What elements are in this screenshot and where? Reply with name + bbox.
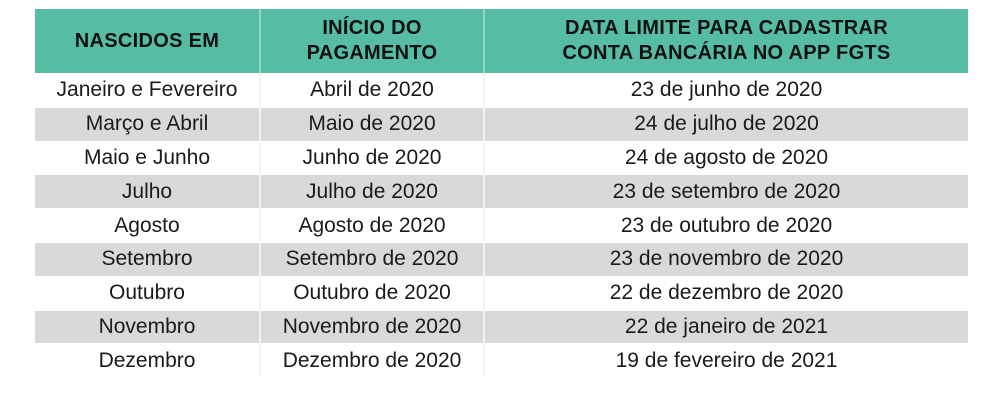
cell-nascidos: Julho: [35, 174, 261, 209]
cell-inicio: Outubro de 2020: [261, 275, 485, 310]
cell-inicio: Agosto de 2020: [261, 208, 485, 242]
header-row: NASCIDOS EM INÍCIO DO PAGAMENTO DATA LIM…: [35, 9, 968, 73]
table-row: Janeiro e Fevereiro Abril de 2020 23 de …: [35, 73, 968, 107]
cell-nascidos: Março e Abril: [35, 106, 261, 141]
table-row: Setembro Setembro de 2020 23 de novembro…: [35, 241, 968, 276]
cell-inicio: Dezembro de 2020: [261, 343, 485, 378]
cell-data-limite: 22 de janeiro de 2021: [485, 309, 968, 344]
cell-nascidos: Dezembro: [35, 343, 261, 378]
table-row: Março e Abril Maio de 2020 24 de julho d…: [35, 106, 968, 141]
cell-inicio: Maio de 2020: [261, 106, 485, 141]
cell-inicio: Setembro de 2020: [261, 241, 485, 276]
cell-nascidos: Janeiro e Fevereiro: [35, 73, 261, 107]
cell-data-limite: 23 de junho de 2020: [485, 73, 968, 107]
cell-data-limite: 24 de julho de 2020: [485, 106, 968, 141]
cell-inicio: Junho de 2020: [261, 140, 485, 175]
header-line: INÍCIO DO: [322, 17, 422, 39]
table-row: Maio e Junho Junho de 2020 24 de agosto …: [35, 140, 968, 175]
cell-inicio: Abril de 2020: [261, 73, 485, 107]
payment-schedule-table: NASCIDOS EM INÍCIO DO PAGAMENTO DATA LIM…: [35, 9, 968, 378]
table-header: NASCIDOS EM INÍCIO DO PAGAMENTO DATA LIM…: [35, 9, 968, 73]
cell-data-limite: 23 de novembro de 2020: [485, 241, 968, 276]
header-inicio-pagamento: INÍCIO DO PAGAMENTO: [261, 9, 485, 73]
cell-data-limite: 24 de agosto de 2020: [485, 140, 968, 175]
table-row: Outubro Outubro de 2020 22 de dezembro d…: [35, 275, 968, 310]
cell-nascidos: Novembro: [35, 309, 261, 344]
table-row: Novembro Novembro de 2020 22 de janeiro …: [35, 309, 968, 344]
cell-nascidos: Maio e Junho: [35, 140, 261, 175]
table-row: Julho Julho de 2020 23 de setembro de 20…: [35, 174, 968, 209]
cell-nascidos: Setembro: [35, 241, 261, 276]
cell-data-limite: 19 de fevereiro de 2021: [485, 343, 968, 378]
cell-nascidos: Agosto: [35, 208, 261, 242]
cell-data-limite: 23 de setembro de 2020: [485, 174, 968, 209]
payment-schedule-table-container: NASCIDOS EM INÍCIO DO PAGAMENTO DATA LIM…: [35, 9, 968, 378]
cell-data-limite: 23 de outubro de 2020: [485, 208, 968, 242]
header-line: DATA LIMITE PARA CADASTRAR: [565, 17, 888, 39]
table-body: Janeiro e Fevereiro Abril de 2020 23 de …: [35, 73, 968, 378]
table-row: Dezembro Dezembro de 2020 19 de fevereir…: [35, 343, 968, 378]
header-line: CONTA BANCÁRIA NO APP FGTS: [562, 42, 891, 64]
cell-inicio: Novembro de 2020: [261, 309, 485, 344]
table-row: Agosto Agosto de 2020 23 de outubro de 2…: [35, 208, 968, 242]
header-line: PAGAMENTO: [306, 42, 438, 64]
header-data-limite: DATA LIMITE PARA CADASTRAR CONTA BANCÁRI…: [485, 9, 968, 73]
header-nascidos-em: NASCIDOS EM: [35, 9, 261, 73]
cell-data-limite: 22 de dezembro de 2020: [485, 275, 968, 310]
cell-inicio: Julho de 2020: [261, 174, 485, 209]
header-line: NASCIDOS EM: [74, 29, 220, 52]
cell-nascidos: Outubro: [35, 275, 261, 310]
